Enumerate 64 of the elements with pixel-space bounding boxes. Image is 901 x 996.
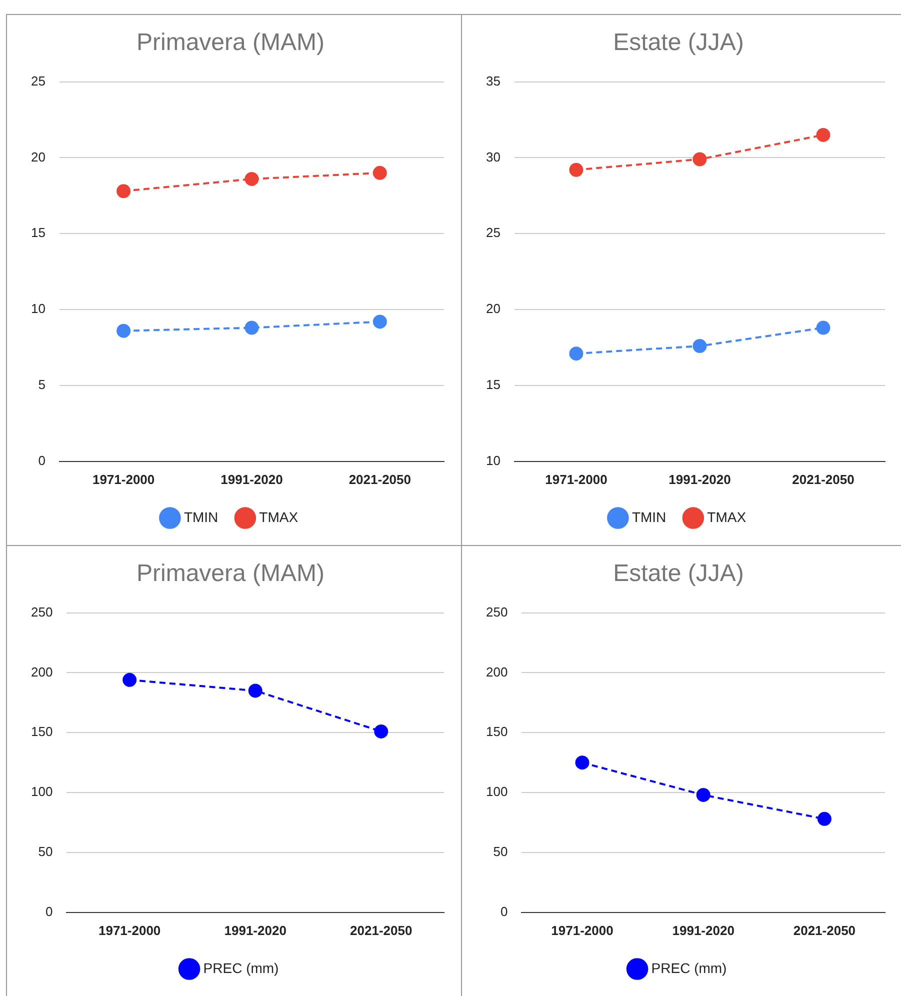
point [248,684,262,698]
chart-title: Estate (JJA) [613,560,744,588]
legend-label: TMIN [184,508,218,525]
y-tick-label: 0 [500,904,508,919]
y-tick-label: 250 [30,604,53,620]
point [569,162,584,177]
legend-label: TMAX [707,508,747,525]
point [116,324,131,338]
point [817,812,832,826]
y-tick-label: 20 [30,149,46,164]
point [816,128,830,142]
y-tick-label: 25 [30,73,46,88]
x-tick-label: 2021-2050 [350,922,412,938]
y-tick-label: 150 [30,724,53,740]
y-tick-label: 15 [30,225,46,240]
chart-title: Estate (JJA) [613,29,744,56]
y-tick-label: 50 [493,844,508,860]
x-tick-label: 1971-2000 [98,922,161,938]
y-tick-label: 5 [38,377,46,392]
y-tick-label: 10 [30,301,46,316]
y-tick-label: 0 [38,452,46,468]
chart-title: Primavera (MAM) [136,29,325,56]
legend-label: TMIN [632,508,666,525]
y-tick-label: 50 [38,844,53,860]
point [692,152,707,166]
y-tick-label: 20 [486,301,500,316]
x-tick-label: 2021-2050 [792,472,854,487]
x-tick-label: 1971-2000 [545,472,608,487]
legend-label: TMAX [259,508,299,525]
point [374,724,388,738]
y-tick-label: 25 [486,225,500,240]
x-tick-label: 1991-2020 [668,472,731,487]
y-tick-label: 35 [486,73,500,88]
x-tick-label: 1991-2020 [224,922,286,938]
point [244,172,259,186]
x-tick-label: 1991-2020 [672,922,734,938]
point [372,166,387,180]
point [692,339,707,353]
x-tick-label: 1971-2000 [92,472,155,487]
y-tick-label: 30 [486,149,500,164]
y-tick-label: 100 [30,784,53,800]
y-tick-label: 250 [486,604,508,620]
legend-label: PREC (mm) [203,960,279,976]
chart-title: Primavera (MAM) [136,560,325,588]
point [116,184,131,198]
x-tick-label: 1991-2020 [220,472,283,487]
y-tick-label: 15 [486,377,500,392]
point [122,672,137,687]
y-tick-label: 100 [486,784,508,800]
legend-label: PREC (mm) [651,960,727,976]
x-tick-label: 2021-2050 [348,472,411,487]
point [575,756,590,770]
point [569,346,584,361]
y-tick-label: 200 [30,664,53,680]
x-tick-label: 2021-2050 [793,922,856,938]
point [372,314,387,329]
x-tick-label: 1971-2000 [551,922,614,938]
y-tick-label: 0 [45,904,53,919]
y-tick-label: 150 [486,724,508,740]
y-tick-label: 10 [486,452,500,468]
point [244,320,259,335]
y-tick-label: 200 [486,664,508,680]
point [816,320,830,335]
point [696,788,710,802]
